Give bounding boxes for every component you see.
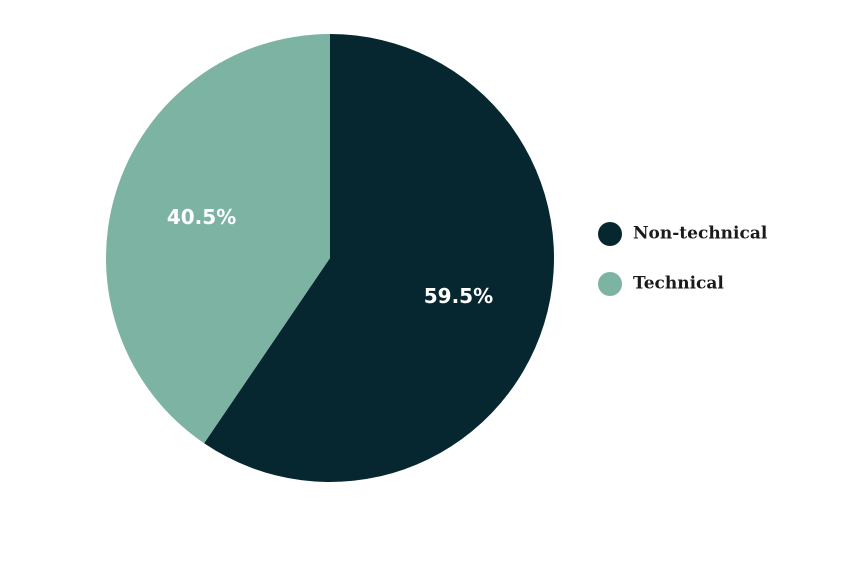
pie-slice-labels: 59.5% 40.5%: [167, 205, 493, 308]
pie-slice-technical: [105, 34, 330, 444]
slice-value-label: 59.5%: [424, 284, 493, 308]
legend: Non-technical Technical: [598, 222, 768, 296]
slice-value-label: 40.5%: [167, 205, 236, 229]
pie-slice-non-technical: [204, 34, 554, 482]
legend-label: Non-technical: [633, 224, 768, 244]
pie-slices: [105, 34, 554, 482]
legend-label: Technical: [633, 274, 724, 294]
legend-swatch: [598, 272, 622, 296]
legend-swatch: [598, 222, 622, 246]
